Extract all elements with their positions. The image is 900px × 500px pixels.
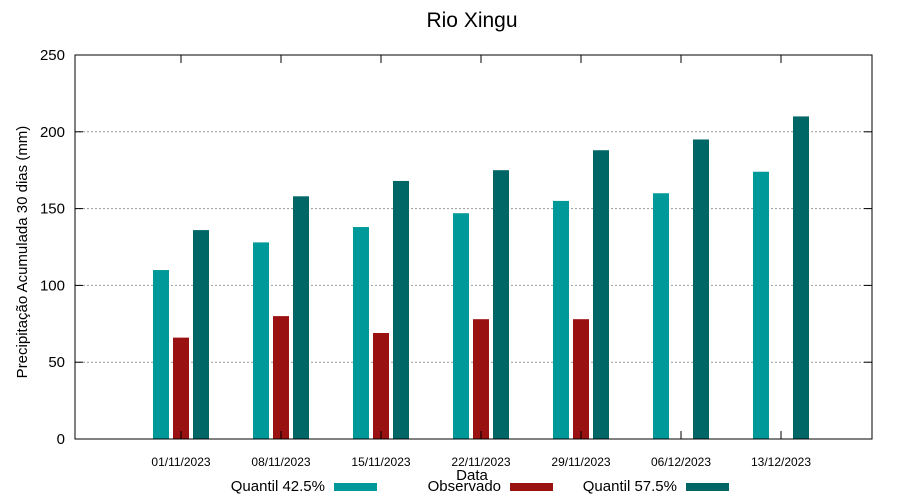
x-tick-label: 01/11/2023 (151, 455, 210, 469)
legend: Quantil 42.5% Observado Quantil 57.5% (231, 478, 729, 495)
x-tick-label: 06/12/2023 (651, 455, 711, 469)
bar (293, 196, 309, 439)
bar (253, 242, 269, 439)
x-tick-label: 29/11/2023 (551, 455, 610, 469)
bar (353, 227, 369, 439)
bar (573, 319, 589, 439)
bar (453, 213, 469, 439)
legend-swatch (686, 483, 729, 491)
y-tick-label: 250 (40, 47, 65, 64)
bar (473, 319, 489, 439)
bar (193, 230, 209, 439)
bar (653, 193, 669, 439)
bar (393, 180, 409, 439)
y-axis-ticks: 0 50 100 150 200 250 (40, 47, 872, 448)
bar (493, 170, 509, 439)
x-tick-label: 22/11/2023 (451, 455, 510, 469)
bars (153, 116, 809, 440)
legend-label: Quantil 57.5% (583, 478, 677, 495)
legend-swatch (334, 483, 377, 491)
x-axis-label: Data (456, 467, 488, 484)
bar (693, 139, 709, 440)
bar (373, 333, 389, 439)
plot-frame (74, 54, 873, 440)
y-tick-label: 0 (57, 431, 65, 448)
bar (153, 270, 169, 439)
x-tick-label: 13/12/2023 (751, 455, 811, 469)
bar (593, 150, 609, 439)
y-tick-label: 100 (40, 277, 65, 294)
bar (793, 116, 809, 439)
x-tick-label: 15/11/2023 (351, 455, 410, 469)
legend-label: Quantil 42.5% (231, 478, 325, 495)
legend-swatch (510, 483, 553, 491)
x-axis-ticks: 01/11/2023 08/11/2023 15/11/2023 22/11/2023… (151, 55, 811, 469)
y-tick-label: 150 (40, 201, 65, 218)
x-tick-label: 08/11/2023 (251, 455, 310, 469)
y-tick-label: 200 (40, 124, 65, 141)
legend-label: Observado (428, 478, 501, 495)
bar (173, 337, 189, 439)
bar (273, 316, 289, 439)
y-axis-label: Precipitação Acumulada 30 dias (mm) (14, 126, 31, 379)
bar (553, 200, 569, 439)
bar (753, 171, 769, 439)
y-tick-label: 50 (48, 354, 65, 371)
chart-title: Rio Xingu (426, 9, 517, 32)
